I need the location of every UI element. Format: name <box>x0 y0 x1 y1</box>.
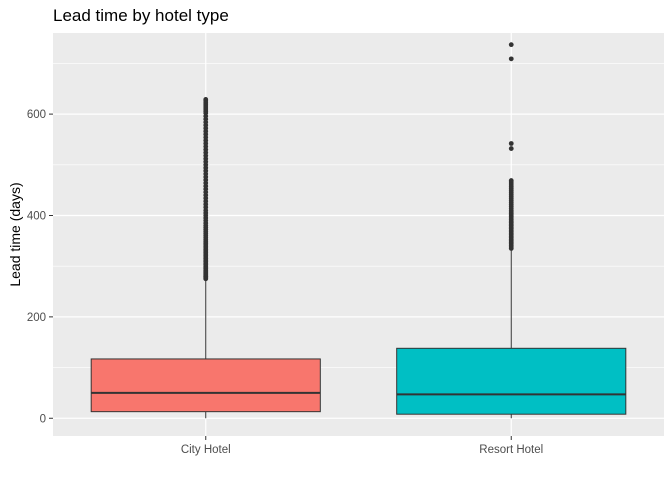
box-groups <box>90 42 627 419</box>
outlier-point <box>508 146 514 151</box>
y-tick-label: 600 <box>27 109 46 121</box>
outlier-point <box>508 141 514 146</box>
x-tick-label: Resort Hotel <box>479 444 543 456</box>
y-axis: 0 200 400 600 <box>27 109 53 425</box>
y-tick-label: 0 <box>40 413 46 425</box>
box-iqr <box>90 358 321 413</box>
chart-title: Lead time by hotel type <box>53 6 229 25</box>
y-tick-label: 400 <box>27 210 46 222</box>
outlier-point <box>508 178 514 183</box>
box-iqr <box>396 347 627 415</box>
outlier-point <box>203 97 209 102</box>
y-tick-label: 200 <box>27 312 46 324</box>
box-group <box>90 97 321 419</box>
x-tick-label: City Hotel <box>181 444 231 456</box>
y-axis-title: Lead time (days) <box>7 182 23 286</box>
outlier-point <box>508 56 514 62</box>
outlier-point <box>508 42 514 48</box>
box-group <box>396 42 627 419</box>
x-axis: City Hotel Resort Hotel <box>181 436 543 456</box>
